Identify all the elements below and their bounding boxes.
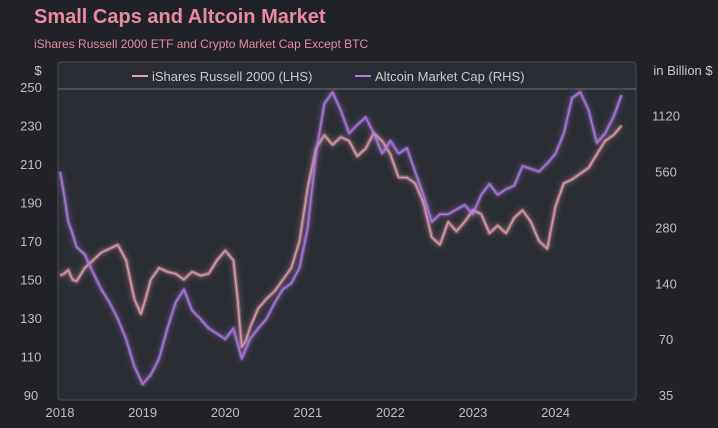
right-tick-label: 1120 (652, 109, 680, 124)
chart-title: Small Caps and Altcoin Market (34, 6, 326, 28)
left-axis-unit: $ (34, 63, 42, 78)
left-tick-label: 90 (24, 388, 38, 403)
x-tick-label: 2020 (211, 405, 240, 420)
plot-area (57, 61, 637, 401)
left-tick-label: 150 (20, 273, 42, 288)
x-axis-ticks: 2018 2019 2020 2021 2022 2023 2024 (46, 405, 570, 420)
x-tick-label: 2021 (293, 405, 322, 420)
legend: iShares Russell 2000 (LHS) Altcoin Marke… (132, 69, 525, 84)
x-tick-label: 2024 (541, 405, 570, 420)
x-tick-label: 2019 (128, 405, 157, 420)
x-tick-label: 2022 (376, 405, 405, 420)
series-line-altcoin (59, 91, 623, 385)
left-axis-ticks: 90 110 130 150 170 190 210 230 250 (20, 80, 42, 403)
right-axis-ticks: 35 70 140 280 560 1120 (652, 109, 680, 403)
right-tick-label: 70 (659, 332, 673, 347)
legend-label-russell: iShares Russell 2000 (LHS) (152, 69, 312, 84)
left-tick-label: 250 (20, 80, 42, 95)
right-tick-label: 560 (655, 165, 677, 180)
left-tick-label: 230 (20, 119, 42, 134)
right-tick-label: 35 (659, 388, 673, 403)
left-tick-label: 190 (20, 196, 42, 211)
right-axis-unit: in Billion $ (653, 63, 713, 78)
left-tick-label: 170 (20, 234, 42, 249)
left-tick-label: 210 (20, 157, 42, 172)
right-tick-label: 280 (655, 220, 677, 235)
series-line-russell (59, 125, 623, 348)
chart-subtitle: iShares Russell 2000 ETF and Crypto Mark… (34, 37, 369, 51)
x-tick-label: 2023 (458, 405, 487, 420)
left-tick-label: 110 (21, 350, 42, 365)
series-layer (58, 90, 624, 387)
right-tick-label: 140 (655, 276, 677, 291)
legend-label-altcoin: Altcoin Market Cap (RHS) (375, 69, 525, 84)
left-tick-label: 130 (20, 311, 42, 326)
x-tick-label: 2018 (46, 405, 75, 420)
